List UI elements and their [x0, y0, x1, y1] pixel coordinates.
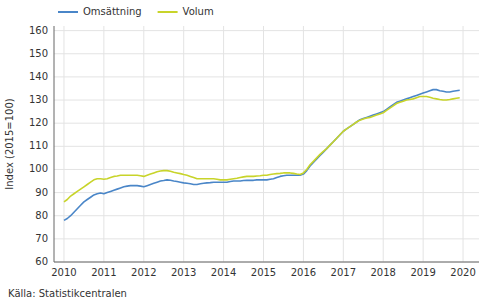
- y-grid-line: [54, 76, 479, 77]
- x-tick-label: 2017: [331, 267, 356, 278]
- lines: [64, 90, 460, 221]
- x-grid-line: [263, 26, 264, 262]
- y-axis-line: [54, 26, 55, 262]
- series-line: [64, 90, 460, 221]
- x-grid-line: [383, 26, 384, 262]
- x-grid-line: [223, 26, 224, 262]
- x-grid-line: [463, 26, 464, 262]
- y-tick-label: 160: [29, 25, 48, 36]
- x-tick-label: 2012: [131, 267, 156, 278]
- x-tick-label: 2010: [51, 267, 76, 278]
- x-grid-line: [423, 26, 424, 262]
- y-tick-label: 140: [29, 71, 48, 82]
- x-tick-label: 2018: [370, 267, 395, 278]
- x-axis-line: [54, 262, 479, 263]
- y-tick-label: 130: [29, 94, 48, 105]
- y-axis-label: Index (2015=100): [4, 98, 15, 190]
- x-tick-label: 2019: [410, 267, 435, 278]
- legend-swatch: [158, 11, 178, 13]
- x-grid-line: [143, 26, 144, 262]
- series-line: [64, 97, 460, 202]
- legend-label: Volum: [183, 6, 214, 17]
- y-tick-label: 150: [29, 48, 48, 59]
- legend-item: Omsättning: [58, 6, 142, 17]
- y-grid-line: [54, 30, 479, 31]
- legend-item: Volum: [158, 6, 214, 17]
- y-tick-label: 120: [29, 117, 48, 128]
- y-tick-label: 110: [29, 140, 48, 151]
- y-tick-label: 70: [35, 233, 48, 244]
- x-grid-line: [303, 26, 304, 262]
- x-grid-line: [343, 26, 344, 262]
- y-grid-line: [54, 53, 479, 54]
- y-grid-line: [54, 262, 479, 263]
- y-tick-label: 60: [35, 256, 48, 267]
- chart: 60 70 80 90 100 110 120 130 140 150 160 2010 2011 201…: [0, 0, 493, 304]
- y-tick-label: 90: [35, 187, 48, 198]
- y-grid-line: [54, 100, 479, 101]
- x-tick-label: 2011: [91, 267, 116, 278]
- grid: [54, 26, 479, 262]
- y-grid-line: [54, 215, 479, 216]
- x-tick-label: 2016: [291, 267, 316, 278]
- x-tick-label: 2014: [211, 267, 236, 278]
- x-tick-label: 2020: [450, 267, 475, 278]
- y-tick-label: 100: [29, 163, 48, 174]
- source-note: Källa: Statistikcentralen: [8, 288, 127, 299]
- legend-swatch: [58, 11, 78, 13]
- x-grid-line: [103, 26, 104, 262]
- y-tick-label: 80: [35, 210, 48, 221]
- y-grid-line: [54, 192, 479, 193]
- y-grid-line: [54, 238, 479, 239]
- x-tick-label: 2013: [171, 267, 196, 278]
- x-tick-label: 2015: [251, 267, 276, 278]
- x-grid-line: [63, 26, 64, 262]
- x-grid-line: [183, 26, 184, 262]
- legend-label: Omsättning: [83, 6, 142, 17]
- y-grid-line: [54, 146, 479, 147]
- y-grid-line: [54, 123, 479, 124]
- legend: Omsättning Volum: [58, 6, 214, 17]
- y-grid-line: [54, 169, 479, 170]
